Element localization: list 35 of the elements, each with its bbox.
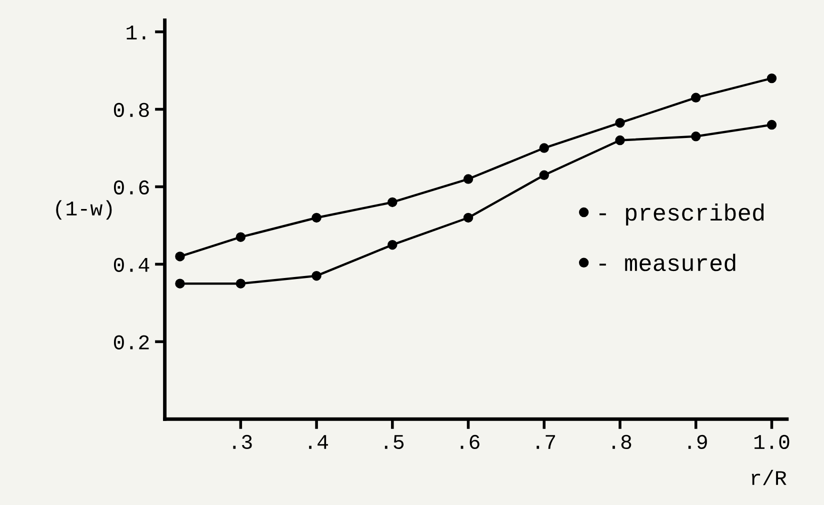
point [175,278,185,288]
point [691,92,701,103]
point [691,132,701,142]
y-tick-label: 0.8 [114,102,149,118]
x-axis-title: r/R [752,470,786,486]
y-tick-label: 0.4 [114,258,150,272]
y-tick-label: 0.6 [114,180,149,195]
x-tick-label: .6 [460,434,480,450]
point [236,232,246,242]
x-tick-label: .4 [309,435,328,449]
point [463,174,474,184]
point [236,278,246,288]
x-tick-label: .5 [384,435,404,450]
legend-label: - measured [599,254,736,272]
x-tick-label: 1.0 [754,434,790,450]
x-tick-label: .9 [688,434,707,450]
legend-label: - prescribed [599,203,764,226]
point [388,197,398,208]
point [766,120,777,130]
point [539,143,550,153]
y-tick-label: 1. [126,26,146,40]
point [766,73,777,84]
point [463,212,474,223]
point [312,212,322,223]
x-tick-label: .8 [612,434,632,450]
point [615,135,625,146]
x-tick-label: .3 [233,434,252,450]
point [615,118,625,128]
point [539,170,550,180]
y-axis-title: (1-w) [56,200,112,220]
point [175,252,185,262]
y-tick-label: 0.2 [114,335,149,350]
point [312,270,322,281]
x-tick-label: .7 [536,435,556,449]
point [388,240,398,250]
